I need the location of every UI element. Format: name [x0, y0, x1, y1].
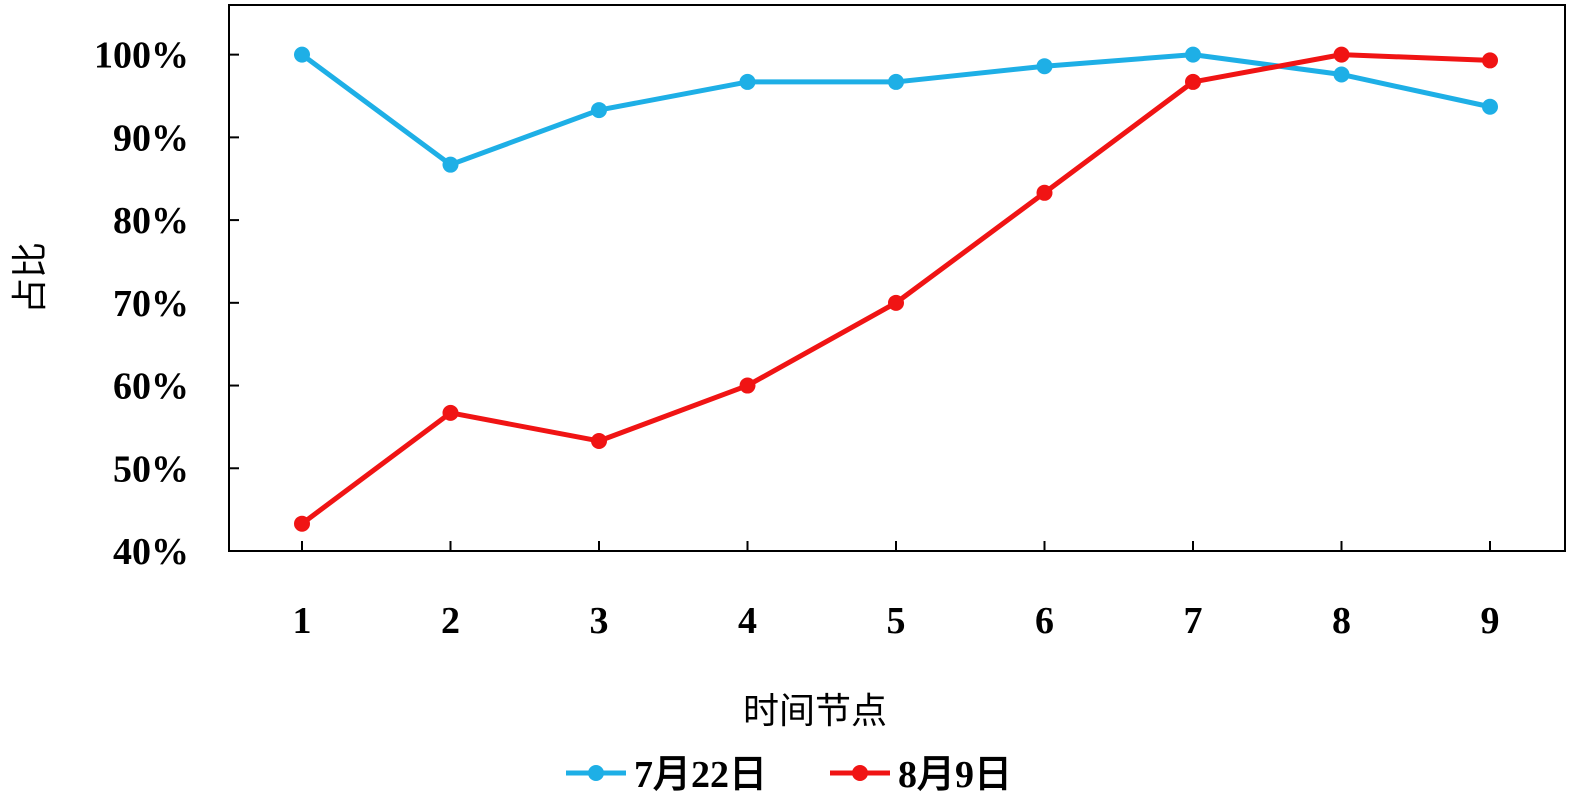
legend-item-2: 8月9日: [830, 754, 1012, 796]
x-tick-label: 6: [1035, 600, 1054, 642]
series-layer: [294, 46, 1498, 532]
series-line: [300, 52, 1491, 168]
x-tick-label: 5: [887, 600, 906, 642]
series-1: [294, 46, 1498, 173]
data-point: [1482, 98, 1498, 115]
x-tick-label: 4: [738, 600, 757, 642]
y-tick-label: 100%: [94, 35, 189, 77]
data-point: [1333, 66, 1350, 83]
legend-item-1: 7月22日: [566, 754, 767, 796]
legend: 7月22日 8月9日: [566, 754, 1012, 796]
data-point: [1036, 184, 1053, 201]
y-tick-label: 60%: [113, 366, 189, 408]
data-point: [1333, 46, 1350, 63]
legend-label: 7月22日: [634, 754, 767, 796]
data-point: [739, 73, 756, 90]
x-axis-ticks: 1 2 3 4 5 6 7 8 9: [293, 541, 1500, 642]
legend-swatch-marker: [588, 765, 604, 781]
data-point: [1185, 73, 1201, 90]
legend-label: 8月9日: [898, 754, 1012, 796]
data-point: [888, 73, 904, 90]
y-axis-title: 占比: [10, 242, 51, 314]
x-tick-label: 2: [441, 600, 460, 642]
x-tick-label: 9: [1481, 600, 1500, 642]
data-point: [1482, 52, 1498, 69]
data-point: [591, 432, 607, 449]
legend-swatch-marker: [852, 765, 868, 781]
data-point: [294, 515, 310, 532]
x-tick-label: 3: [590, 600, 609, 642]
data-point: [1036, 58, 1053, 75]
y-axis-ticks: 40% 50% 60% 70% 80% 90% 100%: [94, 35, 239, 573]
x-tick-label: 8: [1332, 600, 1351, 642]
data-point: [442, 404, 459, 421]
x-tick-label: 1: [293, 600, 312, 642]
x-axis-title: 时间节点: [743, 691, 887, 732]
x-tick-label: 7: [1184, 600, 1203, 642]
y-tick-label: 40%: [113, 531, 189, 573]
data-point: [591, 102, 607, 119]
y-tick-label: 90%: [113, 117, 189, 159]
data-point: [442, 156, 459, 173]
data-point: [294, 46, 310, 63]
data-point: [888, 294, 904, 311]
y-tick-label: 50%: [113, 448, 189, 490]
data-point: [739, 377, 756, 394]
data-point: [1185, 46, 1201, 63]
series-2: [294, 46, 1498, 532]
axes: 40% 50% 60% 70% 80% 90% 100% 1 2 3 4 5 6 7 8 9: [94, 4, 1566, 642]
y-tick-label: 70%: [113, 283, 189, 325]
series-line: [300, 52, 1491, 526]
y-tick-label: 80%: [113, 200, 189, 242]
